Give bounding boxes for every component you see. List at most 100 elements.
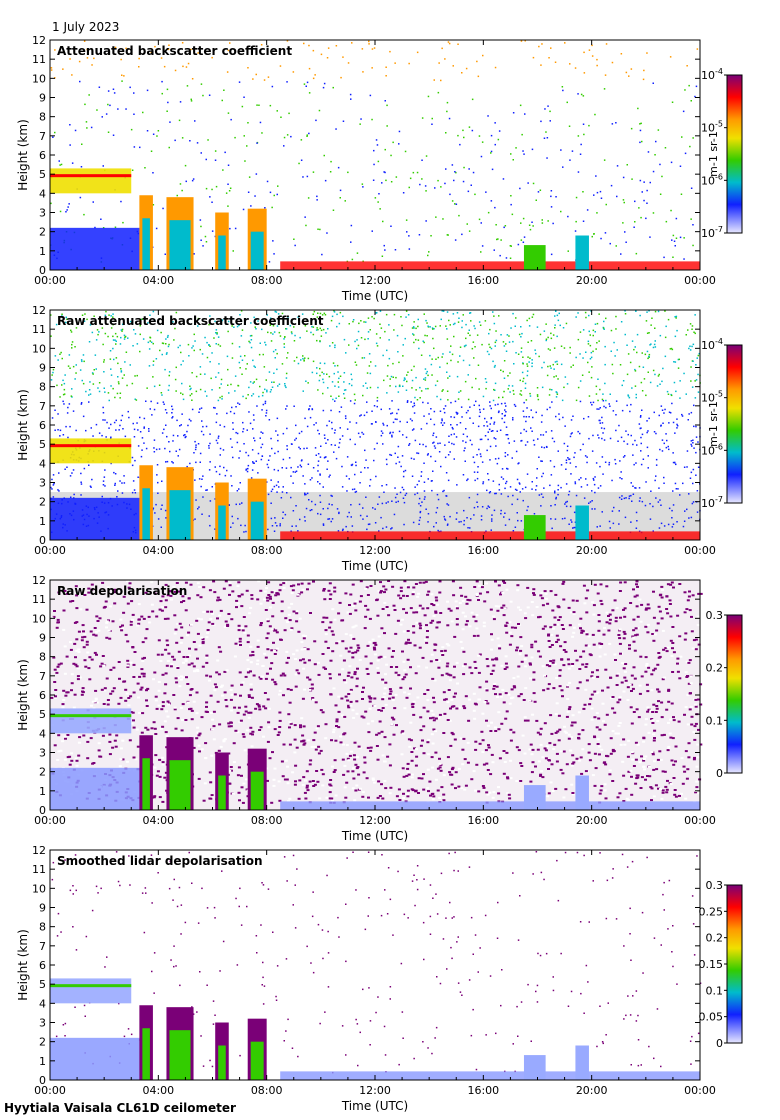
speckle xyxy=(683,611,687,614)
speckle xyxy=(197,508,199,510)
speckle xyxy=(634,368,636,371)
speckle xyxy=(489,673,493,675)
speckle xyxy=(510,327,512,329)
speckle xyxy=(624,663,628,665)
speckle xyxy=(302,725,306,728)
speckle xyxy=(209,345,211,347)
speckle xyxy=(209,196,211,198)
speckle xyxy=(104,419,106,421)
speckle xyxy=(280,116,282,118)
speckle xyxy=(230,475,232,477)
speckle xyxy=(369,478,372,481)
speckle xyxy=(671,509,673,512)
speckle xyxy=(362,260,364,263)
speckle xyxy=(594,767,598,770)
speckle xyxy=(529,395,532,397)
speckle xyxy=(507,495,509,498)
speckle xyxy=(270,437,272,440)
speckle xyxy=(579,153,582,155)
speckle xyxy=(694,380,696,382)
speckle xyxy=(352,754,356,757)
speckle xyxy=(352,777,356,780)
speckle xyxy=(549,365,551,367)
speckle xyxy=(553,616,557,619)
speckle xyxy=(491,514,493,516)
speckle xyxy=(164,672,168,675)
speckle xyxy=(172,440,174,442)
speckle xyxy=(290,135,292,138)
speckle xyxy=(667,393,670,395)
speckle xyxy=(265,379,267,381)
speckle xyxy=(236,325,239,328)
speckle xyxy=(587,343,590,345)
speckle xyxy=(300,466,303,468)
speckle xyxy=(331,518,334,520)
speckle xyxy=(308,499,310,501)
speckle xyxy=(312,326,315,328)
speckle xyxy=(80,483,83,485)
speckle xyxy=(505,434,507,436)
speckle xyxy=(322,486,324,488)
speckle xyxy=(375,733,379,736)
speckle xyxy=(603,405,605,408)
speckle xyxy=(354,361,357,363)
speckle xyxy=(187,663,191,666)
speckle xyxy=(311,500,313,503)
speckle xyxy=(645,394,647,397)
speckle xyxy=(453,458,455,460)
speckle xyxy=(377,503,379,505)
speckle xyxy=(554,490,556,492)
speckle xyxy=(362,186,364,188)
speckle xyxy=(319,501,322,503)
speckle xyxy=(416,51,419,54)
speckle xyxy=(659,334,662,337)
speckle xyxy=(359,595,363,598)
speckle xyxy=(397,674,401,677)
speckle xyxy=(380,327,383,329)
speckle xyxy=(475,614,479,616)
speckle xyxy=(658,373,660,376)
speckle xyxy=(624,455,626,457)
speckle xyxy=(340,697,344,700)
speckle xyxy=(334,344,336,346)
speckle xyxy=(601,702,605,705)
speckle xyxy=(638,500,641,502)
speckle xyxy=(114,46,117,49)
speckle xyxy=(305,380,307,382)
speckle xyxy=(141,437,144,439)
speckle xyxy=(307,197,310,199)
speckle xyxy=(186,465,188,468)
speckle xyxy=(280,760,284,763)
speckle xyxy=(342,679,346,682)
speckle xyxy=(635,252,638,255)
speckle xyxy=(535,489,537,491)
speckle xyxy=(471,129,474,132)
speckle xyxy=(682,482,684,485)
speckle xyxy=(288,457,291,459)
speckle xyxy=(489,491,492,493)
speckle xyxy=(141,712,145,715)
speckle xyxy=(178,119,181,122)
speckle xyxy=(199,461,201,463)
speckle xyxy=(654,711,658,713)
speckle xyxy=(277,731,281,734)
speckle xyxy=(156,653,160,656)
speckle xyxy=(242,428,245,430)
speckle xyxy=(632,493,635,495)
speckle xyxy=(268,261,271,263)
speckle xyxy=(413,747,416,750)
speckle xyxy=(674,462,676,464)
speckle xyxy=(515,746,519,749)
speckle xyxy=(233,693,237,696)
speckle xyxy=(634,346,636,348)
speckle xyxy=(334,794,338,797)
speckle xyxy=(356,339,358,341)
speckle xyxy=(634,385,637,387)
speckle xyxy=(591,44,593,47)
speckle xyxy=(560,363,563,366)
speckle xyxy=(112,316,114,318)
speckle xyxy=(388,792,392,795)
speckle xyxy=(277,313,280,315)
speckle xyxy=(445,495,448,497)
speckle xyxy=(457,767,461,770)
